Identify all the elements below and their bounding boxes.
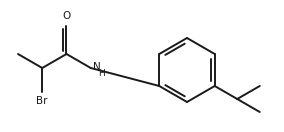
Text: N: N bbox=[93, 62, 101, 72]
Text: Br: Br bbox=[37, 96, 48, 106]
Text: O: O bbox=[62, 11, 71, 21]
Text: H: H bbox=[98, 69, 105, 77]
